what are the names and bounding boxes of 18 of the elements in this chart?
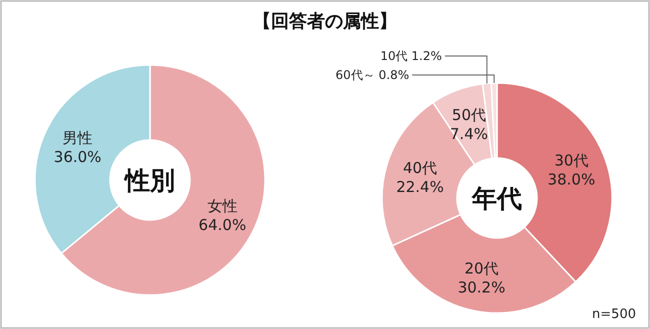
- slice-label: 40代: [402, 159, 438, 178]
- slice-label: 50代: [452, 106, 486, 124]
- text: 性別: [123, 166, 175, 195]
- data-label: 64.0%: [198, 216, 246, 234]
- slice-label: 30代: [554, 152, 588, 170]
- data-label: 38.0%: [548, 170, 596, 189]
- data-label: 7.4%: [450, 125, 488, 144]
- data-label: 30.2%: [458, 278, 506, 296]
- slice-label: 男性: [62, 128, 93, 147]
- data-label: 36.0%: [54, 148, 102, 166]
- text: n=500: [592, 307, 636, 322]
- slice-label: 10代 1.2%: [380, 49, 442, 63]
- slice-label: 20代: [464, 259, 499, 278]
- text: 【回答者の属性】: [253, 11, 397, 32]
- slice-label: 女性: [207, 197, 238, 216]
- text: 年代: [471, 184, 522, 213]
- slice-label: 60代～ 0.8%: [336, 68, 410, 82]
- data-label: 22.4%: [396, 178, 444, 196]
